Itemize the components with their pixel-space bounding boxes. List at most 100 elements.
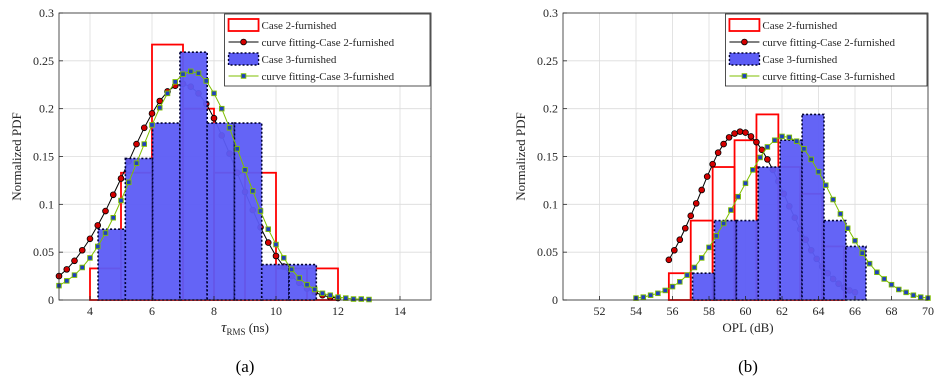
curve-point — [218, 105, 225, 112]
curve-point — [102, 207, 109, 215]
histogram-bar — [97, 228, 127, 301]
curve-point — [823, 182, 829, 188]
y-tick-label: 0 — [552, 293, 558, 307]
curve-point — [647, 292, 654, 298]
y-tick-label: 0.15 — [537, 150, 558, 164]
curve-point — [288, 266, 295, 273]
curve-point — [910, 292, 917, 298]
curve-point — [281, 255, 287, 261]
curve-point — [753, 138, 760, 146]
curve-point — [655, 290, 661, 297]
curve-point — [640, 294, 647, 300]
curve-point — [720, 220, 727, 227]
curve-point — [117, 175, 125, 182]
curve-point — [815, 169, 822, 175]
legend-label: Case 3-furnished — [262, 54, 337, 66]
legend-swatch — [227, 52, 260, 66]
curve-point — [837, 211, 844, 217]
curve-point — [713, 233, 720, 239]
x-tick-label: 70 — [922, 304, 934, 318]
curve-point — [808, 156, 814, 163]
x-tick-label: 58 — [703, 304, 715, 318]
histogram-bar — [179, 51, 208, 301]
curve-point — [133, 140, 140, 148]
legend-marker — [240, 73, 247, 79]
curve-point — [264, 239, 272, 246]
curve-point — [156, 104, 163, 111]
curve-point — [852, 237, 858, 244]
curve-point — [350, 296, 357, 302]
curve-point — [149, 122, 155, 128]
curve-point — [684, 272, 690, 278]
curve-point — [692, 200, 700, 207]
x-tick-label: 62 — [776, 304, 788, 318]
curve-point — [881, 276, 887, 282]
histogram-bar — [845, 245, 867, 301]
curve-point — [771, 137, 778, 143]
curve-point — [327, 292, 334, 298]
x-tick-label: 12 — [332, 304, 344, 318]
x-axis-label-subscript: RMS — [226, 327, 245, 337]
y-tick-label: 0.2 — [39, 102, 54, 116]
curve-point — [844, 225, 851, 231]
curve-point — [210, 114, 218, 122]
curve-point — [874, 269, 880, 276]
x-tick-label: 68 — [886, 304, 898, 318]
legend-label: curve fitting-Case 2-furnished — [762, 37, 895, 49]
curve-point — [859, 250, 866, 256]
curve-point — [203, 78, 209, 84]
curve-point — [698, 255, 705, 261]
curve-point — [681, 224, 689, 232]
curve-point — [226, 125, 233, 131]
curve-point — [71, 272, 78, 278]
y-axis-label: Normalized PDF — [513, 112, 528, 200]
curve-point — [728, 207, 734, 213]
curve-point — [736, 128, 744, 135]
curve-point — [118, 197, 124, 204]
curve-point — [94, 243, 101, 250]
series-2 — [97, 51, 318, 301]
curve-point — [87, 255, 93, 261]
curve-point — [110, 214, 116, 221]
curve-point — [312, 286, 318, 293]
y-tick-label: 0.25 — [33, 54, 54, 68]
histogram-bar — [823, 219, 847, 301]
curve-point — [257, 208, 264, 214]
curve-point — [79, 264, 85, 271]
curve-point — [211, 90, 217, 97]
curve-point — [71, 257, 78, 265]
curve-point — [86, 235, 94, 243]
curve-point — [249, 188, 256, 194]
histogram-bar — [757, 166, 781, 301]
panel-label: (a) — [236, 357, 255, 376]
curve-point — [125, 179, 132, 186]
curve-point — [133, 160, 140, 166]
y-tick-label: 0.3 — [543, 6, 558, 20]
y-tick-label: 0.25 — [537, 54, 558, 68]
curve-point — [273, 241, 279, 248]
curve-point — [896, 286, 902, 293]
curve-point — [164, 90, 171, 97]
curve-point — [63, 266, 71, 273]
y-tick-label: 0 — [48, 293, 54, 307]
x-tick-label: 6 — [149, 304, 155, 318]
curve-point — [187, 68, 194, 75]
curve-point — [63, 278, 70, 284]
curve-point — [714, 149, 722, 156]
curve-point — [691, 264, 698, 271]
curve-point — [172, 79, 178, 85]
curve-point — [234, 146, 240, 152]
curve-point — [141, 141, 147, 147]
curve-point — [725, 134, 733, 141]
curve-point — [830, 196, 836, 203]
curve-point — [94, 222, 102, 229]
legend-marker — [741, 73, 748, 79]
x-tick-label: 60 — [740, 304, 752, 318]
curve-point — [720, 140, 727, 148]
curve-point — [709, 160, 716, 168]
legend-swatch — [728, 18, 761, 32]
legend: Case 2-furnished curve fitting-Case 2-fur… — [224, 13, 431, 87]
histogram-bar — [801, 113, 825, 301]
histogram-bar — [779, 139, 803, 301]
